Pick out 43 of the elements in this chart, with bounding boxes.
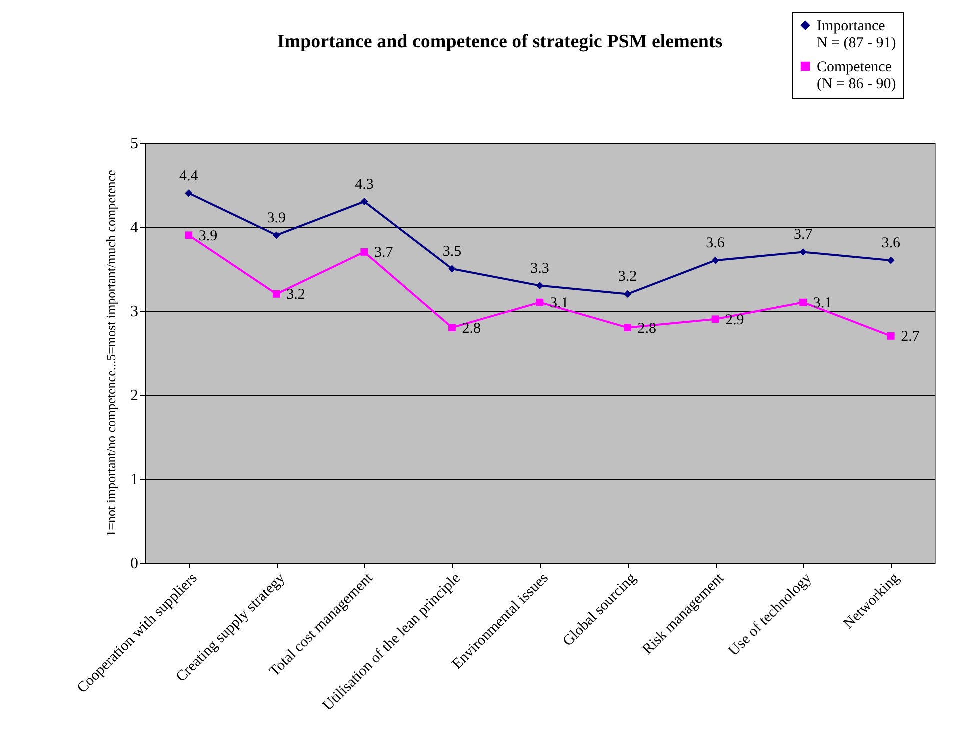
data-label: 3.7	[374, 245, 394, 262]
y-tick-label: 2	[130, 388, 138, 404]
point	[272, 232, 280, 240]
point	[800, 298, 808, 306]
data-label: 3.6	[706, 236, 726, 252]
y-axis-title: 1=not important/no competence...5=most important/much competence	[104, 170, 118, 537]
data-label: 2.8	[462, 320, 481, 337]
y-tick-label: 3	[130, 304, 138, 320]
chart-title: Importance and competence of strategic PSM elements	[277, 32, 723, 52]
point	[272, 290, 280, 298]
point	[185, 232, 193, 240]
point	[536, 282, 544, 290]
data-label: 3.5	[442, 244, 462, 260]
data-label: 3.7	[794, 227, 814, 244]
data-label: 4.4	[180, 168, 199, 184]
y-tick-label: 4	[130, 220, 138, 236]
data-label: 2.9	[726, 312, 744, 328]
data-label: 2.7	[901, 329, 920, 346]
point	[360, 248, 368, 256]
legend-label: Importance N = (87 - 91)	[817, 18, 896, 52]
point	[360, 198, 368, 206]
data-label: 3.9	[267, 210, 286, 226]
point	[712, 316, 720, 324]
point	[536, 298, 544, 306]
y-tick-label: 5	[130, 136, 138, 152]
data-label: 3.2	[618, 269, 638, 286]
y-tick-label: 1	[130, 472, 138, 488]
point	[624, 290, 632, 298]
data-label: 3.2	[286, 287, 306, 304]
point	[624, 324, 632, 332]
legend-label: Competence (N = 86 - 90)	[817, 60, 896, 92]
data-label: 4.3	[355, 176, 374, 193]
point	[800, 248, 808, 256]
y-tick-label: 0	[130, 556, 138, 572]
point	[887, 332, 895, 340]
point	[185, 190, 193, 198]
data-label: 3.3	[530, 260, 550, 277]
data-label: 3.6	[882, 236, 901, 252]
data-label: 3.9	[198, 228, 218, 244]
point	[448, 324, 456, 332]
data-label: 3.1	[813, 296, 832, 312]
point	[712, 256, 720, 264]
point	[887, 256, 895, 264]
